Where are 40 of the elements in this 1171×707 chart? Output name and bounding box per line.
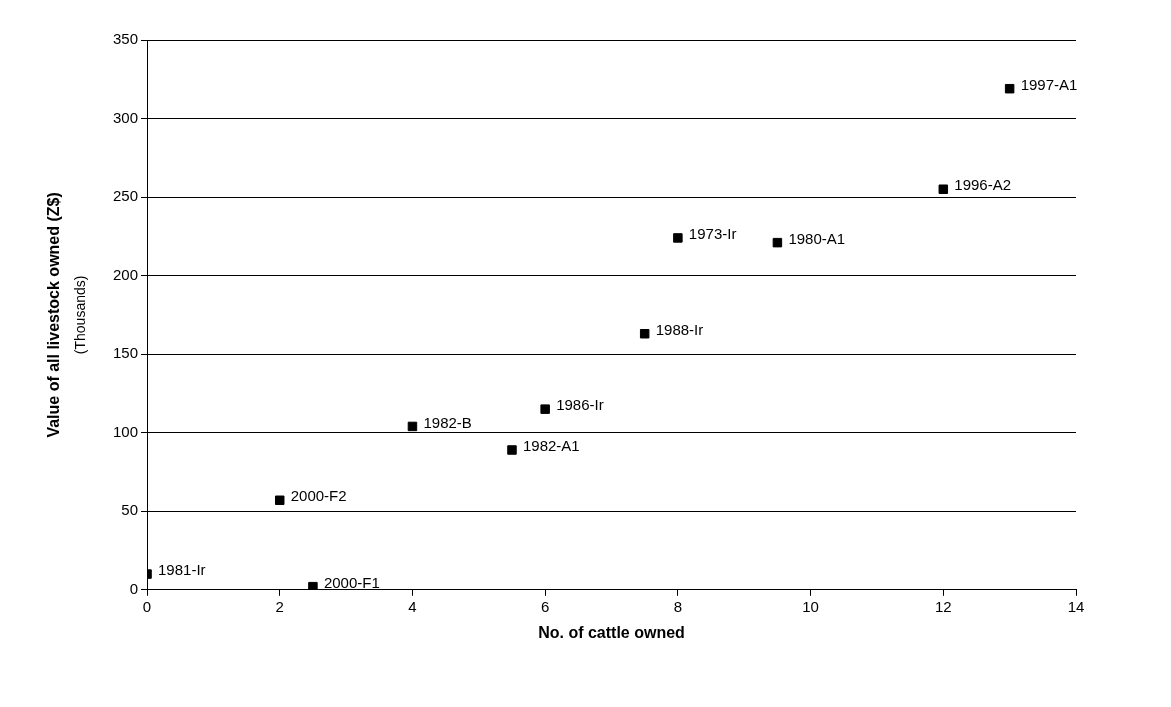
y-axis-title: Value of all livestock owned (Z$) bbox=[45, 192, 63, 438]
point bbox=[938, 184, 949, 194]
point bbox=[673, 233, 683, 243]
x-axis-title: No. of cattle owned bbox=[538, 623, 685, 641]
x-tick-label: 4 bbox=[408, 597, 417, 615]
annotation: 1997-A1 bbox=[1020, 75, 1078, 93]
point bbox=[308, 581, 318, 590]
annotation: 1980-A1 bbox=[788, 229, 846, 247]
annotation: 1986-Ir bbox=[556, 396, 604, 414]
y-tick-label: 100 bbox=[113, 422, 139, 440]
x-tick-label: 12 bbox=[934, 597, 952, 615]
annotation: 1988-Ir bbox=[655, 320, 704, 338]
y-tick-label: 50 bbox=[121, 501, 139, 519]
annotation: 1982-A1 bbox=[522, 437, 580, 455]
point bbox=[772, 237, 783, 248]
point bbox=[507, 445, 517, 455]
annotation: 2000-F1 bbox=[323, 573, 380, 591]
x-tick-label: 8 bbox=[673, 597, 683, 615]
text: (Thousands) bbox=[71, 275, 88, 355]
x-tick-label: 10 bbox=[802, 597, 819, 615]
y-tick-label: 250 bbox=[113, 187, 139, 205]
y-tick-label: 200 bbox=[113, 265, 139, 283]
y-tick-label: 350 bbox=[113, 30, 139, 48]
annotation: 1982-B bbox=[423, 413, 472, 431]
point bbox=[275, 495, 285, 505]
y-tick-label: 300 bbox=[113, 108, 139, 126]
annotation: 2000-F2 bbox=[290, 487, 347, 505]
x-tick-label: 0 bbox=[142, 597, 152, 615]
point bbox=[407, 421, 418, 432]
x-tick-label: 6 bbox=[540, 597, 550, 615]
y-tick-label: 150 bbox=[113, 344, 139, 362]
x-tick-label: 2 bbox=[275, 597, 284, 615]
point bbox=[540, 404, 550, 414]
y-tick-label: 0 bbox=[129, 579, 139, 597]
point bbox=[639, 329, 650, 339]
point bbox=[1004, 83, 1015, 94]
annotation: 1981-Ir bbox=[158, 561, 206, 579]
annotation: 1996-A2 bbox=[954, 176, 1012, 194]
annotation: 1973-Ir bbox=[688, 225, 737, 243]
x-tick-label: 14 bbox=[1067, 597, 1085, 615]
